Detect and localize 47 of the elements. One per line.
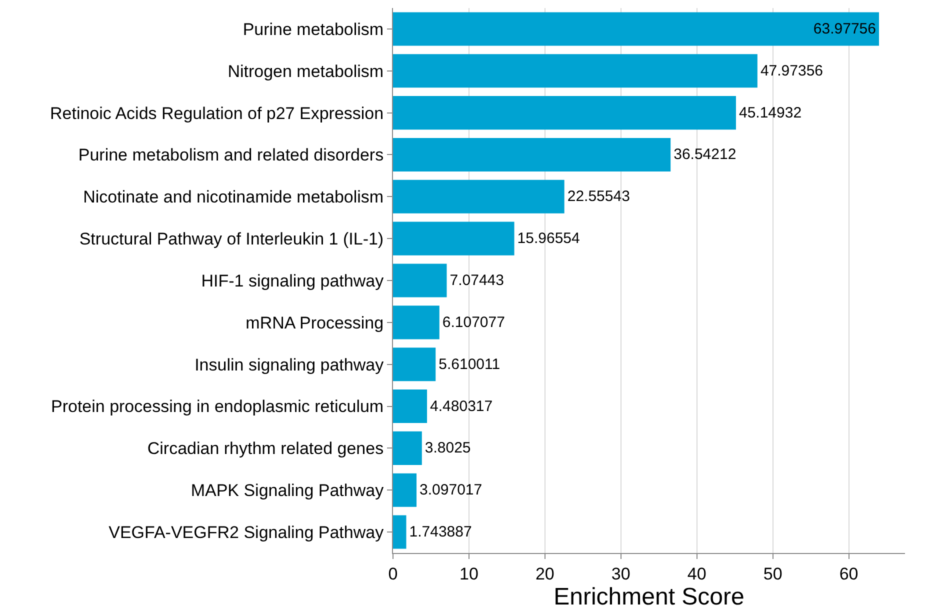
bar <box>393 306 440 340</box>
data-label: 5.610011 <box>438 356 500 373</box>
data-label: 15.96554 <box>517 230 580 248</box>
y-tick-label: Purine metabolism <box>242 20 384 39</box>
y-tick-label: Nicotinate and nicotinamide metabolism <box>83 188 384 207</box>
data-label: 63.97756 <box>813 20 876 38</box>
x-tick-label: 40 <box>687 564 706 584</box>
y-tick-label: HIF-1 signaling pathway <box>201 271 384 290</box>
data-label: 4.480317 <box>430 398 493 415</box>
bar <box>393 431 422 465</box>
y-tick-label: mRNA Processing <box>246 313 384 332</box>
bar <box>393 12 879 46</box>
y-tick-label: Structural Pathway of Interleukin 1 (IL-1) <box>79 230 384 249</box>
x-tick-label: 0 <box>388 564 398 584</box>
bar <box>393 264 447 298</box>
y-tick-label: MAPK Signaling Pathway <box>190 481 384 500</box>
data-label: 7.07443 <box>450 272 504 289</box>
data-label: 6.107077 <box>442 314 505 331</box>
bar <box>393 390 428 424</box>
data-label: 36.54212 <box>674 146 736 164</box>
bar <box>393 348 436 382</box>
data-label: 45.14932 <box>738 104 802 122</box>
bar <box>393 96 736 130</box>
y-tick-label: Nitrogen metabolism <box>228 62 384 81</box>
data-label: 3.097017 <box>420 482 482 499</box>
x-tick-label: 60 <box>839 564 858 584</box>
bar <box>393 222 514 256</box>
bar <box>393 138 671 172</box>
x-tick-label: 30 <box>611 564 630 584</box>
y-tick-label: Purine metabolism and related disorders <box>78 146 384 165</box>
x-tick-label: 20 <box>535 564 554 584</box>
x-tick-label: 10 <box>460 564 478 584</box>
data-label: 47.97356 <box>760 62 824 80</box>
bar <box>393 54 758 88</box>
x-tick-label: 50 <box>763 564 782 584</box>
y-tick-label: VEGFA-VEGFR2 Signaling Pathway <box>108 522 384 542</box>
data-label: 22.55543 <box>567 188 630 206</box>
data-label: 1.743887 <box>409 524 472 541</box>
data-label: 3.8025 <box>424 440 471 457</box>
bar <box>393 515 406 549</box>
x-axis-title: Enrichment Score <box>554 583 744 610</box>
y-tick-label: Insulin signaling pathway <box>194 355 384 374</box>
y-tick-label: Circadian rhythm related genes <box>147 439 384 458</box>
bar <box>393 180 564 214</box>
bar <box>393 473 417 507</box>
y-tick-label: Protein processing in endoplasmic reticulum <box>50 397 384 416</box>
y-tick-label: Retinoic Acids Regulation of p27 Expression <box>50 104 384 123</box>
